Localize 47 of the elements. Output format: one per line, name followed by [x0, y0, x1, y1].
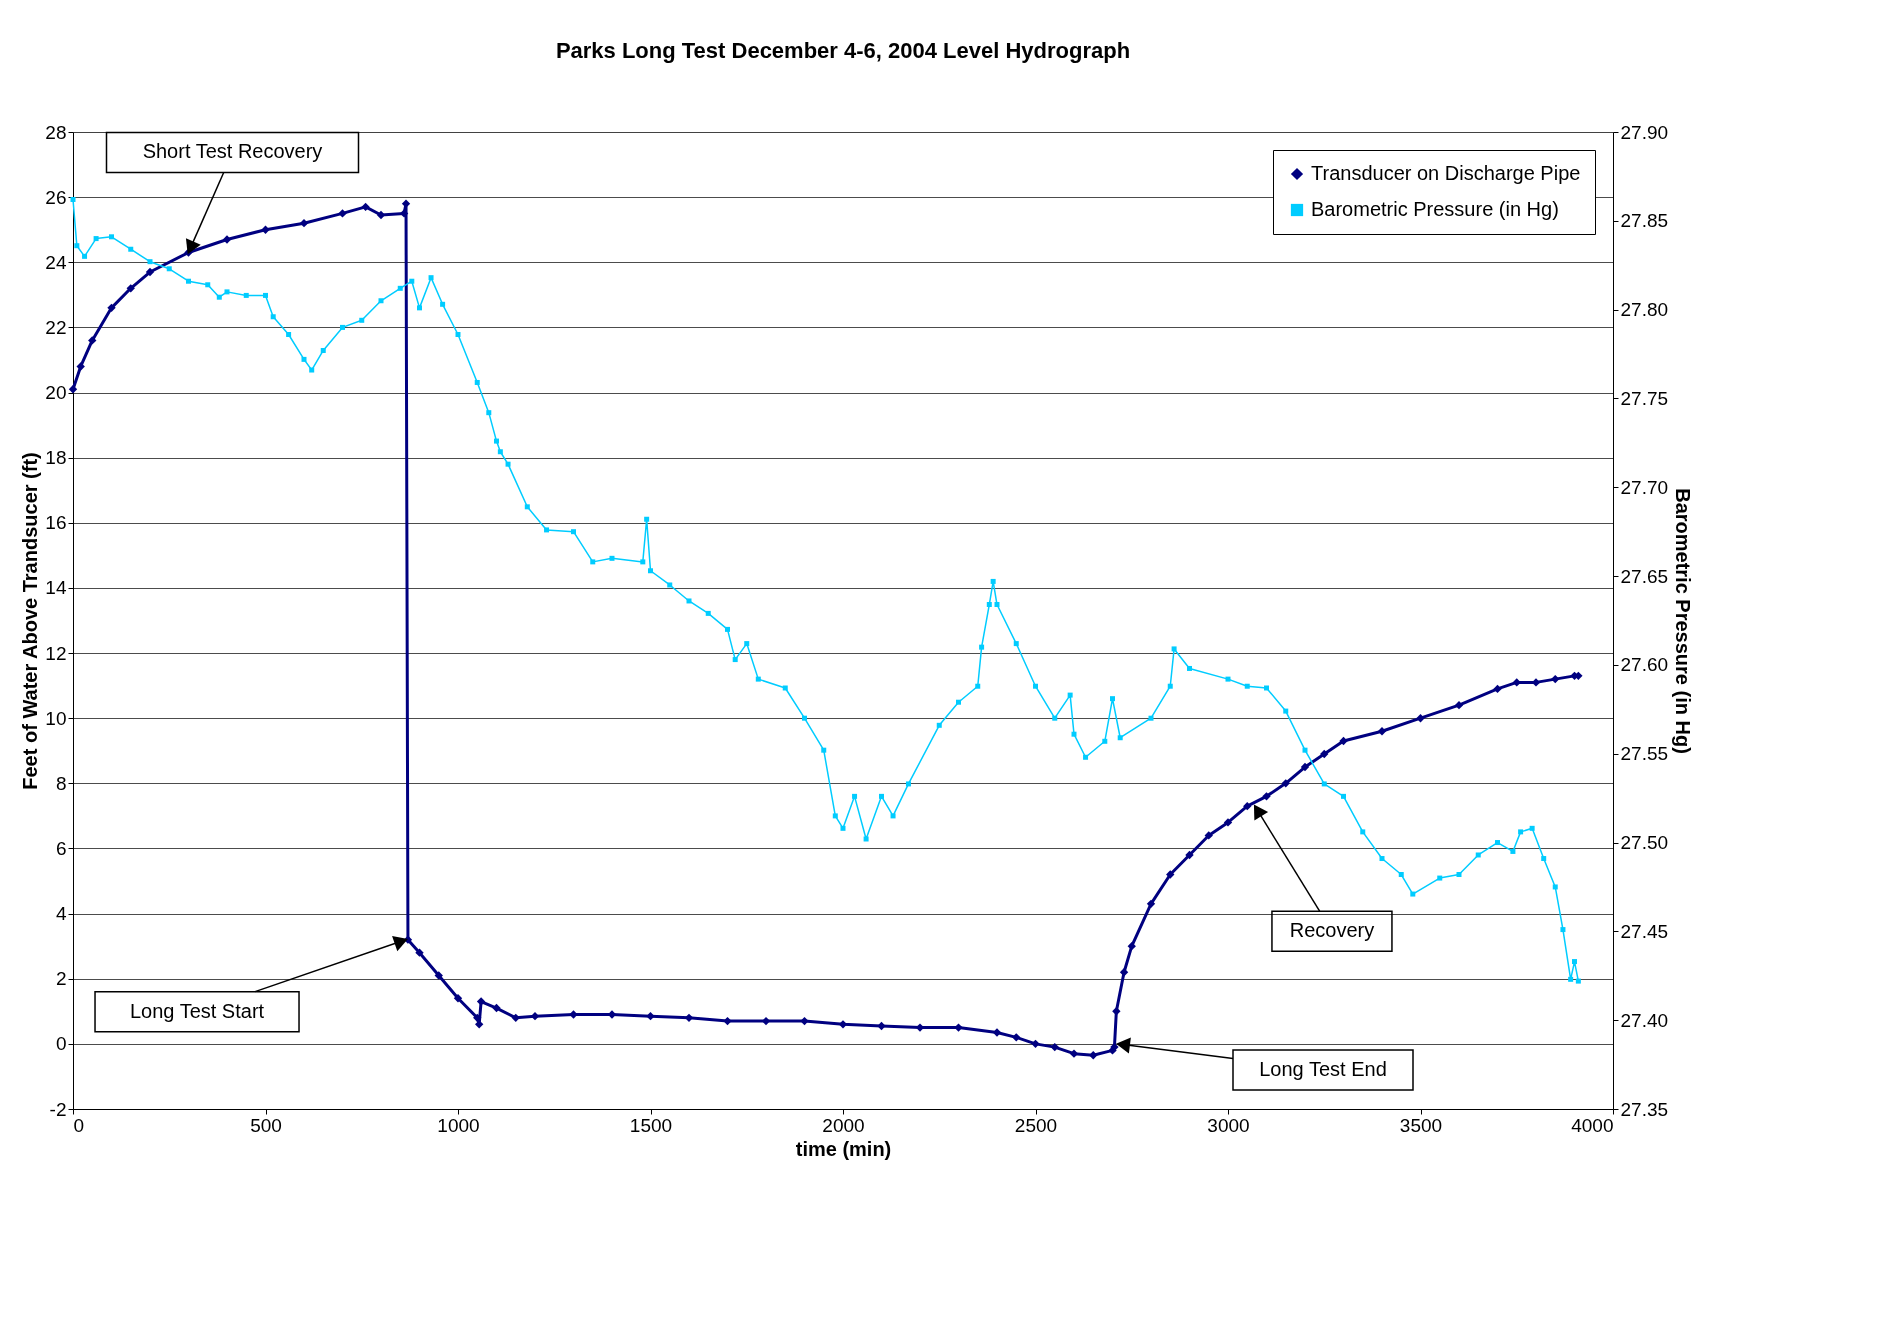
- y-tick-label: 12: [45, 642, 67, 664]
- x-tick-label: 2000: [822, 1114, 865, 1136]
- y-tick-label: 24: [45, 251, 67, 273]
- y-tick-label: 8: [55, 772, 67, 794]
- y2-tick-label: 27.90: [1620, 121, 1669, 143]
- x-tick-label: 2500: [1014, 1114, 1058, 1136]
- x-tick-label: 0: [73, 1114, 85, 1136]
- x-tick-label: 3000: [1207, 1114, 1250, 1136]
- y-tick-label: 0: [55, 1033, 67, 1055]
- y2-tick-label: 27.70: [1620, 476, 1669, 498]
- y2-tick-label: 27.45: [1620, 920, 1669, 942]
- y2-tick-label: 27.85: [1620, 210, 1669, 232]
- y-tick-label: 20: [45, 382, 67, 404]
- annotation: Long Test Start: [129, 999, 265, 1022]
- annotation: Short Test Recovery: [142, 140, 323, 163]
- x-tick-label: 1000: [437, 1114, 480, 1136]
- y2-tick-label: 27.60: [1620, 654, 1669, 676]
- legend-label: Barometric Pressure (in Hg): [1311, 198, 1559, 220]
- y2-tick-label: 27.80: [1620, 299, 1669, 321]
- annotation: Long Test End: [1259, 1057, 1387, 1080]
- y-tick-label: 16: [45, 512, 67, 534]
- legend-label: Transducer on Discharge Pipe: [1311, 162, 1581, 184]
- y-tick-label: 14: [45, 577, 67, 599]
- y-tick-label: 2: [55, 968, 67, 990]
- y-tick-label: 26: [45, 186, 67, 208]
- x-tick-label: 3500: [1399, 1114, 1443, 1136]
- y-tick-label: 10: [45, 707, 67, 729]
- x-axis-title: time (min): [795, 1137, 892, 1160]
- y-tick-label: 18: [45, 447, 67, 469]
- y-tick-label: 6: [55, 837, 67, 859]
- y2-tick-label: 27.50: [1620, 832, 1669, 854]
- y2-tick-label: 27.55: [1620, 743, 1669, 765]
- x-tick-label: 1500: [629, 1114, 673, 1136]
- x-tick-label: 500: [250, 1114, 282, 1136]
- y2-axis-title: Barometric Pressure (in Hg): [1672, 488, 1695, 754]
- x-tick-label: 4000: [1571, 1114, 1614, 1136]
- y-tick-label: 28: [45, 121, 67, 143]
- y2-tick-label: 27.35: [1620, 1098, 1669, 1120]
- chart-title: Parks Long Test December 4-6, 2004 Level Hydrograph: [555, 38, 1131, 63]
- y-tick-label: 22: [45, 316, 67, 338]
- y-axis-title: Feet of Water Above Trandsucer (ft): [19, 452, 42, 790]
- annotation: Recovery: [1289, 919, 1375, 942]
- y2-tick-label: 27.40: [1620, 1009, 1669, 1031]
- y2-tick-label: 27.65: [1620, 565, 1669, 587]
- y-tick-label: -2: [49, 1098, 67, 1120]
- y-tick-label: 4: [55, 903, 67, 925]
- y2-tick-label: 27.75: [1620, 387, 1669, 409]
